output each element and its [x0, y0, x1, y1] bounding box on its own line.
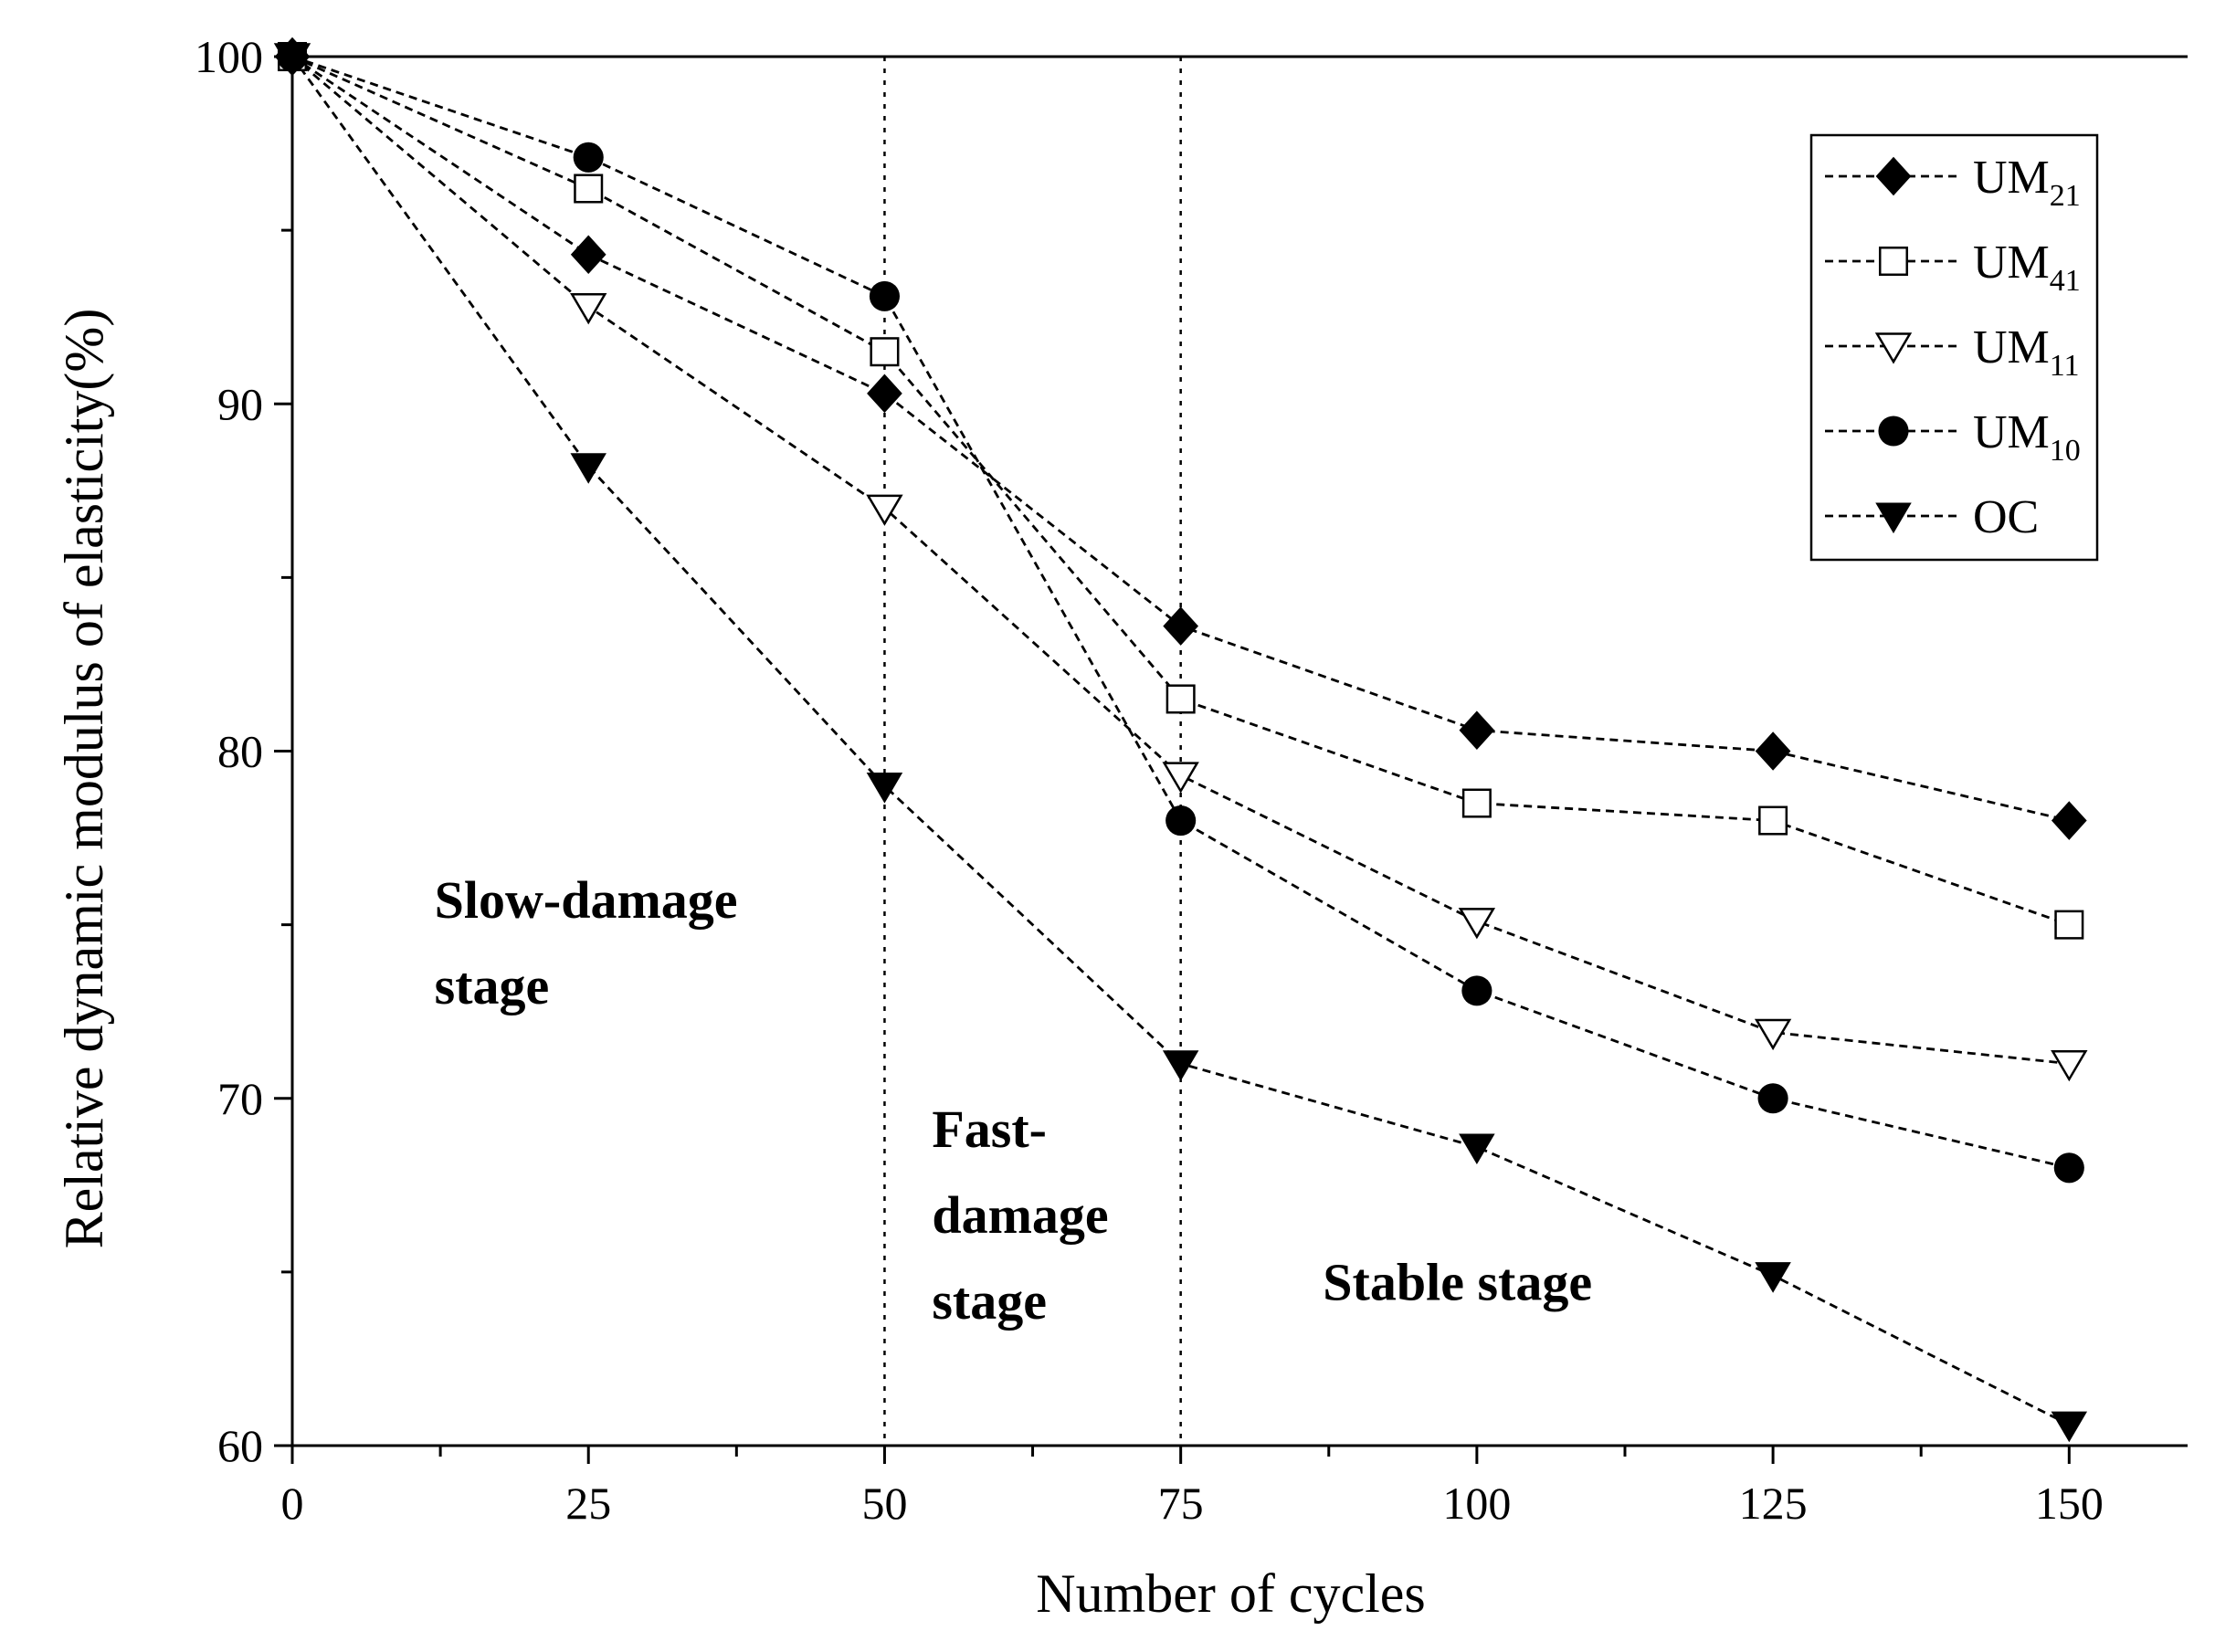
data-point-oc	[1459, 1133, 1495, 1165]
y-axis-title: Relative dynamic modulus of elasticity(%…	[54, 309, 114, 1249]
data-point-um11	[1162, 762, 1199, 794]
data-point-oc	[570, 453, 606, 484]
legend-label-oc: OC	[1973, 491, 2039, 543]
legend-marker-um10	[1878, 416, 1909, 447]
y-tick-label: 70	[217, 1073, 263, 1124]
legend-label-um10: UM10	[1973, 406, 2081, 468]
legend-marker-um11	[1874, 332, 1913, 364]
data-point-um41	[870, 337, 900, 367]
stage-label-line: stage	[435, 956, 550, 1015]
data-point-um41	[574, 174, 604, 204]
x-tick-label: 50	[861, 1478, 907, 1529]
stage-label-line: stage	[932, 1271, 1047, 1331]
data-point-oc	[1755, 1262, 1791, 1293]
data-point-um10	[1461, 975, 1492, 1006]
data-point-um41	[1461, 788, 1492, 818]
data-point-um11	[2051, 1049, 2088, 1082]
legend-label-um21: UM21	[1973, 152, 2081, 213]
legend: UM21 UM41 UM11 UM10 OC	[1809, 133, 2099, 562]
data-point-oc	[1162, 1050, 1199, 1081]
series-markers	[273, 37, 2088, 1443]
y-tick-label: 90	[217, 378, 263, 429]
data-point-oc	[2051, 1411, 2088, 1443]
stage-label-line: Fast-	[932, 1100, 1047, 1159]
data-point-um10	[1757, 1083, 1788, 1114]
stage-label-line: Slow-damage	[435, 870, 738, 930]
data-point-um10	[2053, 1152, 2084, 1184]
legend-label-um41: UM41	[1973, 237, 2081, 298]
data-point-um11	[570, 293, 607, 325]
legend-marker-um21	[1875, 156, 1912, 196]
legend-marker-um41	[1878, 246, 1909, 277]
data-point-um21	[2051, 801, 2087, 840]
data-point-um41	[1758, 805, 1788, 836]
stage-label-line: Stable stage	[1323, 1252, 1592, 1311]
data-point-um41	[2054, 910, 2084, 940]
data-point-um11	[1754, 1018, 1792, 1051]
stage-label-line: damage	[932, 1185, 1108, 1245]
legend-marker-oc	[1875, 502, 1912, 534]
legend-box	[1809, 133, 2099, 562]
x-tick-label: 25	[565, 1478, 611, 1529]
stage-annotations: Slow-damage stage Fast-damage stage Stable s…	[435, 870, 1592, 1331]
data-point-um21	[1163, 606, 1199, 646]
data-point-um21	[1459, 710, 1495, 750]
data-point-um11	[1458, 908, 1496, 940]
data-point-um11	[866, 494, 903, 526]
data-point-um10	[869, 280, 900, 311]
data-point-um41	[1166, 684, 1196, 714]
data-point-um21	[570, 235, 606, 275]
x-tick-label: 100	[1442, 1478, 1511, 1529]
x-axis-title: Number of cycles	[1036, 1563, 1426, 1624]
x-tick-label: 150	[2035, 1478, 2104, 1529]
data-point-oc	[274, 43, 311, 75]
data-point-um10	[573, 142, 604, 173]
x-tick-label: 75	[1158, 1478, 1204, 1529]
data-point-um10	[1166, 805, 1197, 837]
axis-titles: Number of cycles Relative dynamic modulus…	[54, 309, 1426, 1624]
x-tick-label: 0	[281, 1478, 304, 1529]
y-tick-label: 100	[195, 31, 263, 82]
legend-label-um11: UM11	[1973, 321, 2080, 383]
x-tick-label: 125	[1739, 1478, 1808, 1529]
data-point-oc	[866, 773, 903, 804]
data-point-um21	[867, 374, 902, 414]
data-point-um21	[1755, 731, 1791, 771]
axis-ticks: 0 25 50 75 100 125 150 60 70 80 90 100	[195, 31, 2104, 1529]
y-tick-label: 80	[217, 726, 263, 777]
y-tick-label: 60	[217, 1420, 263, 1471]
